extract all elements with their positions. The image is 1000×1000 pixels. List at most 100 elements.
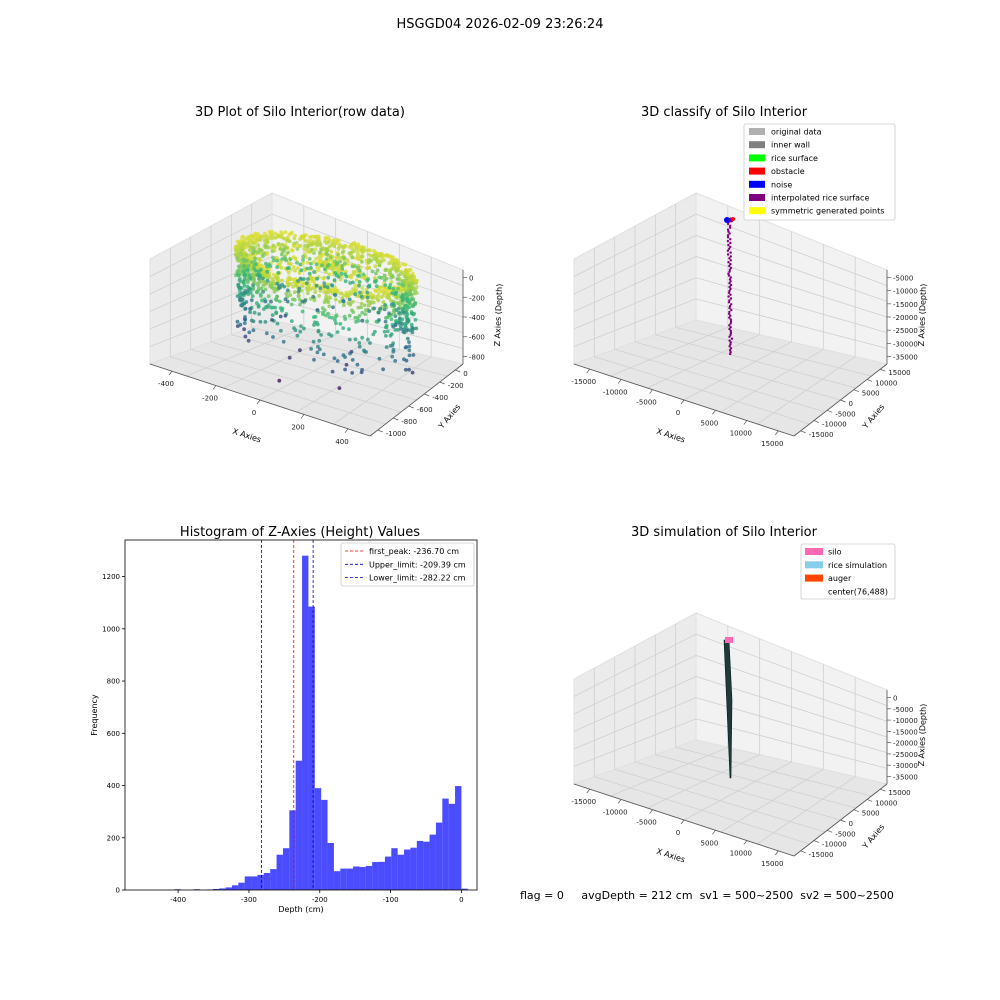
plot1-data-point xyxy=(367,309,372,313)
plot2-interpolated-point xyxy=(729,251,732,254)
plot1-data-point xyxy=(400,279,405,283)
plot1-data-point xyxy=(360,286,365,290)
plot2-interpolated-point xyxy=(729,333,732,337)
plot2-legend-label: noise xyxy=(771,180,792,189)
plot1-data-point xyxy=(286,250,290,255)
plot1-data-point xyxy=(366,248,370,253)
plot1-data-point xyxy=(368,341,372,345)
plot3-bar xyxy=(231,885,239,890)
plot1-data-point xyxy=(393,314,398,318)
plot1-data-point xyxy=(282,247,287,252)
plot1-data-point xyxy=(349,273,354,278)
plot1-data-point xyxy=(410,285,415,290)
plot2-legend-swatch xyxy=(749,207,765,215)
plot1-data-point xyxy=(242,273,247,278)
plot2-interpolated-point xyxy=(727,272,730,275)
plot1-data-point xyxy=(288,257,293,262)
plot2-y-tick-label: -10000 xyxy=(822,421,847,429)
plot1-data-point xyxy=(391,262,396,266)
plot2-interpolated-point xyxy=(728,268,732,271)
plot1-data-point xyxy=(321,252,326,257)
plot3-x-label: Depth (cm) xyxy=(278,905,323,914)
plot2-y-tick xyxy=(880,368,886,372)
plot1-data-point xyxy=(246,241,251,246)
plot2-x-tick-label: -10000 xyxy=(603,388,628,396)
plot1-data-point xyxy=(363,312,368,316)
plot1-data-point xyxy=(413,301,418,305)
plot1-data-point xyxy=(283,313,288,318)
plot1-data-point xyxy=(236,264,241,269)
plot1-y-tick-label: -800 xyxy=(401,418,417,426)
plot1-data-point xyxy=(357,341,362,345)
plot1-data-point xyxy=(266,262,271,267)
plot1-data-point xyxy=(324,251,329,256)
plot3-bar xyxy=(225,887,232,890)
plot1-data-point xyxy=(360,318,365,323)
plot1-data-point xyxy=(319,248,323,252)
plot1-data-point xyxy=(372,306,376,311)
plot1-x-tick xyxy=(344,428,349,434)
plot1-data-point xyxy=(368,291,373,296)
plot1-data-point xyxy=(349,250,354,255)
plot1-data-point xyxy=(332,356,337,361)
plot1-data-point xyxy=(242,327,247,332)
plot2-interpolated-point xyxy=(729,329,732,333)
plot1-data-point xyxy=(239,251,244,256)
plot1-data-point xyxy=(409,311,414,316)
plot1-data-point xyxy=(257,257,262,261)
plot1-data-point xyxy=(349,349,354,354)
plot1-data-point xyxy=(260,298,264,303)
plot1-data-point xyxy=(264,261,268,266)
plot3-bar xyxy=(212,888,220,890)
plot2-interpolated-point xyxy=(727,301,731,304)
plot1-data-point xyxy=(290,230,294,235)
plot1-data-point xyxy=(335,359,340,363)
plot1-data-point xyxy=(254,262,259,267)
plot1-data-point xyxy=(309,347,313,351)
plot1-data-point xyxy=(372,279,377,284)
plot2-interpolated-point xyxy=(728,289,731,293)
plot1-data-point xyxy=(277,285,282,289)
plot2-title: 3D classify of Silo Interior xyxy=(641,105,808,120)
plot1-data-point xyxy=(359,370,364,375)
plot1-data-point xyxy=(403,292,408,296)
plot1-data-point xyxy=(259,286,264,291)
plot1-data-point xyxy=(237,258,242,263)
plot2-interpolated-point xyxy=(728,285,731,289)
plot1-data-point xyxy=(270,318,274,322)
plot1-data-point xyxy=(353,337,358,342)
plot1-data-point xyxy=(368,295,373,299)
plot1-data-point xyxy=(249,318,254,323)
plot1-data-point xyxy=(335,267,339,271)
plot4-title: 3D simulation of Silo Interior xyxy=(631,525,818,540)
plot1-data-point xyxy=(260,264,264,268)
plot1-z-label: Z Axies (Depth) xyxy=(493,284,504,347)
plot4-y-tick xyxy=(866,799,873,802)
plot1-data-point xyxy=(296,289,301,294)
plot2-legend-swatch xyxy=(749,194,765,201)
plot1-data-point xyxy=(269,285,274,290)
plot1-data-point xyxy=(248,287,252,291)
plot4-y-tick-label: -5000 xyxy=(835,830,855,838)
plot1-data-point xyxy=(407,305,412,310)
plot1-data-point xyxy=(407,283,412,288)
plot1-data-point xyxy=(306,243,311,248)
plot1-data-point xyxy=(397,320,402,325)
plot1-data-point xyxy=(397,316,402,321)
plot2-x-tick xyxy=(680,399,685,405)
plot1-data-point xyxy=(256,232,260,237)
plot2-interpolated-point xyxy=(729,266,733,270)
plot1-data-point xyxy=(316,329,321,334)
plot2-interpolated-point xyxy=(728,299,731,302)
plot2-x-tick xyxy=(712,410,716,415)
plot1-y-tick xyxy=(455,369,461,373)
status-avg-depth: avgDepth = 212 cm xyxy=(581,889,693,902)
plot1-data-point xyxy=(374,271,378,276)
plot3-y-label: Frequency xyxy=(90,694,99,736)
plot1-axes: -400-20002004000-200-400-600-800-10000-2… xyxy=(148,192,504,446)
plot3-bar xyxy=(289,810,296,890)
plot1-data-point xyxy=(403,367,408,372)
plot1-data-point xyxy=(275,258,279,263)
plot1-data-point xyxy=(240,297,245,302)
plot1-data-point xyxy=(355,362,360,367)
